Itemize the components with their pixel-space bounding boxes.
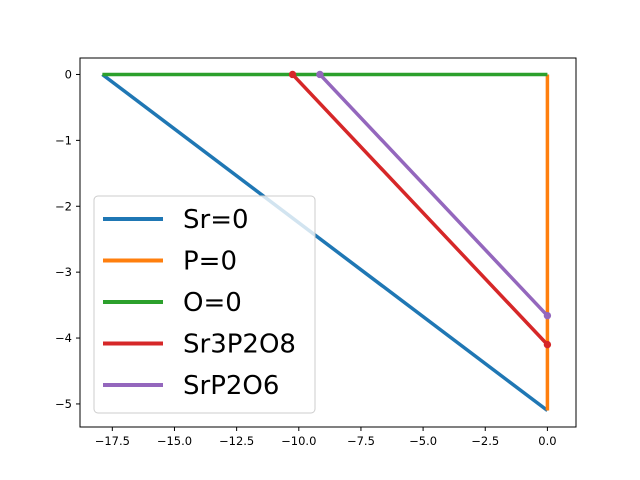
series-line-srp2o6 — [318, 73, 549, 317]
y-tick-label: −2 — [55, 199, 72, 213]
y-axis: 0 −1 −2 −3 −4 −5 — [55, 67, 80, 411]
x-tick-label: −17.5 — [95, 434, 130, 448]
x-tick-label: −7.5 — [347, 434, 375, 448]
legend-label-srp2o6: SrP2O6 — [183, 371, 279, 401]
x-axis: −17.5 −15.0 −12.5 −10.0 −7.5 −5.0 −2.5 0.0 — [95, 427, 557, 448]
y-tick-label: −5 — [55, 397, 72, 411]
y-tick-label: −4 — [55, 331, 72, 345]
x-tick-label: −15.0 — [157, 434, 192, 448]
x-tick-label: 0.0 — [538, 434, 556, 448]
x-tick-label: −12.5 — [219, 434, 254, 448]
y-tick-label: −1 — [55, 133, 72, 147]
legend: Sr=0 P=0 O=0 Sr3P2O8 SrP2O6 — [93, 195, 316, 414]
y-tick-label: −3 — [55, 265, 72, 279]
series-layer — [101, 70, 552, 412]
series-point-sr3p2o8 — [543, 340, 552, 349]
plot-frame — [79, 57, 577, 428]
series-line-sr=0 — [101, 73, 549, 412]
series-line-sr3p2o8 — [291, 73, 549, 346]
x-tick-label: −2.5 — [471, 434, 499, 448]
legend-label-p=0: P=0 — [183, 247, 237, 277]
series-point-sr3p2o8 — [288, 70, 297, 79]
series-point-srp2o6 — [316, 70, 324, 79]
legend-box — [93, 195, 316, 414]
legend-label-sr3p2o8: Sr3P2O8 — [183, 330, 296, 360]
y-tick-label: 0 — [65, 67, 72, 81]
series-point-srp2o6 — [543, 311, 552, 320]
x-tick-label: −10.0 — [281, 434, 316, 448]
legend-label-sr=0: Sr=0 — [183, 205, 249, 235]
x-tick-label: −5.0 — [409, 434, 437, 448]
legend-label-o=0: O=0 — [183, 288, 242, 318]
